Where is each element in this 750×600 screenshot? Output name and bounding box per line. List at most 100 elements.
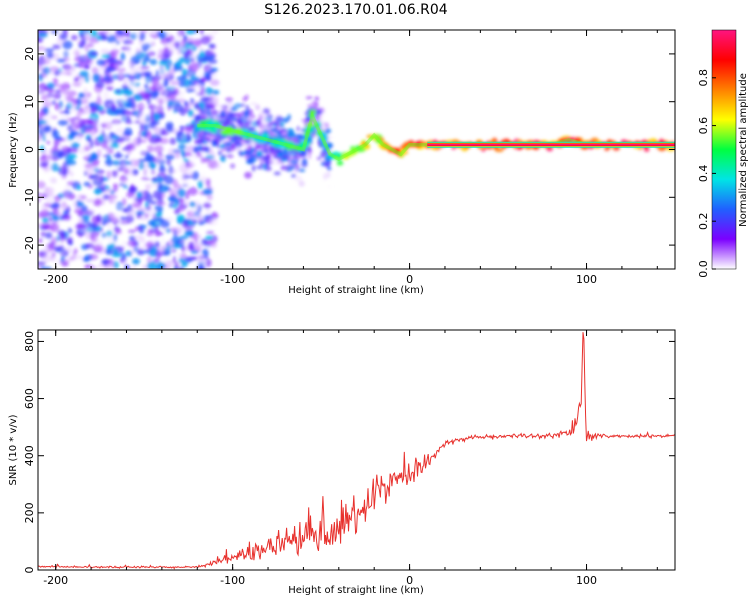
heatmap-cell: [144, 78, 153, 85]
heatmap-cell: [50, 147, 60, 155]
heatmap-cell: [187, 186, 198, 196]
heatmap-cell: [173, 103, 184, 113]
heatmap-cell: [54, 89, 61, 94]
heatmap-cell: [116, 151, 121, 159]
spectrogram-x-label: Height of straight line (km): [288, 285, 424, 296]
heatmap-cell: [298, 168, 306, 173]
x-tick-label: -100: [220, 574, 245, 587]
heatmap-cell: [38, 265, 41, 269]
heatmap-cell: [198, 120, 208, 125]
heatmap-cell: [322, 108, 326, 115]
heatmap-cell: [126, 191, 135, 198]
y-tick-label: 200: [23, 502, 36, 523]
heatmap-cell: [181, 68, 188, 76]
heatmap-cell: [191, 171, 200, 180]
heatmap-cell: [154, 228, 161, 238]
heatmap-cell: [223, 139, 227, 144]
heatmap-cell: [314, 96, 320, 101]
heatmap-cell: [106, 232, 115, 242]
heatmap-cell: [54, 102, 61, 111]
heatmap-cell: [258, 110, 265, 118]
heatmap-cell: [278, 151, 284, 158]
heatmap-cell: [70, 90, 75, 95]
heatmap-cell: [77, 201, 84, 207]
heatmap-cell: [204, 102, 213, 106]
heatmap-cell: [227, 100, 233, 107]
heatmap-cell: [38, 134, 43, 144]
heatmap-cell: [230, 163, 235, 169]
heatmap-cell: [109, 197, 117, 204]
heatmap-cell: [239, 103, 246, 107]
heatmap-cell: [50, 177, 57, 184]
heatmap-cell: [158, 98, 164, 106]
heatmap-cell: [198, 46, 205, 53]
heatmap-cell: [119, 205, 124, 213]
heatmap-cell: [128, 229, 136, 233]
heatmap-cell: [88, 253, 99, 260]
heatmap-cell: [110, 102, 116, 112]
heatmap-cell: [82, 30, 88, 34]
heatmap-cell: [129, 115, 134, 119]
heatmap-cell: [100, 234, 109, 239]
heatmap-cell: [158, 156, 165, 165]
heatmap-cell: [149, 58, 158, 66]
heatmap-cell: [256, 150, 263, 157]
heatmap-cell: [197, 234, 202, 240]
heatmap-cell: [87, 184, 94, 189]
heatmap-cell: [222, 154, 226, 158]
heatmap-cell: [63, 168, 67, 177]
heatmap-cell: [165, 242, 170, 247]
heatmap-cell: [94, 197, 102, 205]
heatmap-cell: [97, 142, 104, 146]
heatmap-cell: [168, 202, 175, 208]
heatmap-cell: [74, 255, 84, 260]
heatmap-cell: [152, 218, 163, 222]
heatmap-cell: [169, 137, 177, 145]
heatmap-cell: [306, 116, 310, 121]
heatmap-cell: [89, 139, 94, 149]
heatmap-cell: [255, 104, 260, 111]
heatmap-cell: [106, 138, 114, 145]
heatmap-cell: [68, 239, 72, 245]
heatmap-cell: [256, 165, 262, 170]
heatmap-cell: [322, 122, 327, 126]
heatmap-cell: [159, 113, 165, 119]
heatmap-cell: [244, 171, 252, 179]
heatmap-cell: [132, 266, 136, 269]
heatmap-cell: [149, 181, 160, 188]
colorbar-ticks: 0.0 0.2 0.4 0.6 0.8: [697, 69, 716, 278]
heatmap-cell: [115, 34, 125, 41]
heatmap-cell: [132, 258, 140, 265]
heatmap-cell: [44, 232, 53, 240]
heatmap-cell: [173, 183, 183, 190]
heatmap-cell: [307, 147, 312, 155]
heatmap-cell: [42, 253, 52, 263]
heatmap-cell: [41, 87, 46, 96]
heatmap-cell: [119, 221, 130, 225]
heatmap-cell: [185, 133, 191, 142]
heatmap-cell: [146, 151, 150, 158]
figure-title: S126.2023.170.01.06.R04: [264, 2, 447, 18]
heatmap-cell: [297, 133, 304, 139]
heatmap-cell: [52, 44, 61, 50]
heatmap-cell: [129, 39, 134, 45]
heatmap-cell: [165, 124, 171, 132]
heatmap-cell: [127, 111, 134, 116]
snr-x-label: Height of straight line (km): [288, 585, 424, 596]
heatmap-cell: [208, 218, 218, 226]
heatmap-cell: [201, 90, 208, 97]
heatmap-cell: [38, 120, 48, 125]
heatmap-cell: [85, 198, 95, 203]
heatmap-cell: [68, 153, 77, 159]
heatmap-cell: [251, 164, 256, 172]
heatmap-cell: [38, 223, 44, 228]
heatmap-cell: [224, 109, 232, 115]
heatmap-cell: [88, 51, 99, 56]
heatmap-cell: [644, 147, 650, 152]
heatmap-cell: [128, 211, 138, 216]
heatmap-cell: [226, 154, 234, 158]
heatmap-cell: [217, 150, 222, 156]
heatmap-cell: [190, 157, 198, 166]
heatmap-cell: [316, 156, 322, 161]
heatmap-cell: [325, 135, 333, 140]
